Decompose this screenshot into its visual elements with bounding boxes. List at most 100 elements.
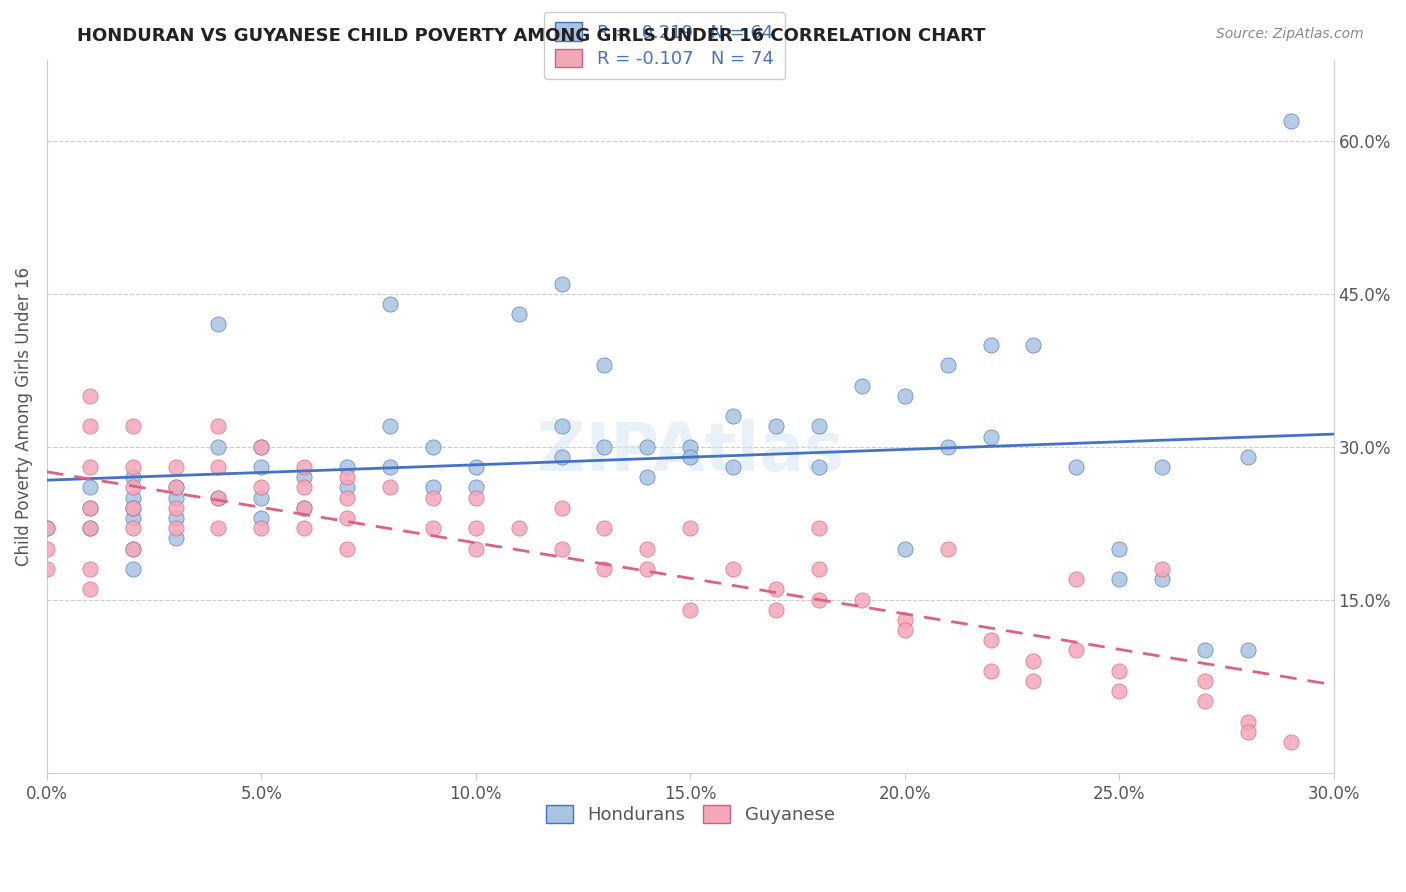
Point xyxy=(250,491,273,505)
Point xyxy=(1237,714,1260,729)
Point xyxy=(121,491,143,505)
Point xyxy=(550,450,572,464)
Point xyxy=(79,521,101,535)
Point xyxy=(593,562,616,576)
Point xyxy=(1279,735,1302,749)
Point xyxy=(765,419,787,434)
Point xyxy=(121,500,143,515)
Point xyxy=(165,521,187,535)
Point xyxy=(336,470,359,484)
Point xyxy=(679,450,702,464)
Point xyxy=(1022,674,1045,689)
Point xyxy=(79,521,101,535)
Point xyxy=(464,541,486,556)
Point xyxy=(636,440,658,454)
Point xyxy=(336,491,359,505)
Point xyxy=(378,419,401,434)
Point xyxy=(807,460,830,475)
Point xyxy=(1064,572,1087,586)
Point xyxy=(1194,674,1216,689)
Point xyxy=(1237,725,1260,739)
Point xyxy=(765,582,787,597)
Point xyxy=(593,440,616,454)
Point xyxy=(508,521,530,535)
Point xyxy=(79,582,101,597)
Point xyxy=(550,541,572,556)
Point xyxy=(336,511,359,525)
Point xyxy=(121,511,143,525)
Point xyxy=(936,541,959,556)
Text: Source: ZipAtlas.com: Source: ZipAtlas.com xyxy=(1216,27,1364,41)
Point xyxy=(121,419,143,434)
Point xyxy=(979,633,1001,648)
Point xyxy=(464,491,486,505)
Point xyxy=(851,378,873,392)
Point xyxy=(1108,664,1130,678)
Point xyxy=(1064,643,1087,657)
Point xyxy=(378,297,401,311)
Point xyxy=(422,521,444,535)
Point xyxy=(893,623,915,637)
Point xyxy=(807,562,830,576)
Point xyxy=(121,541,143,556)
Point xyxy=(250,440,273,454)
Point xyxy=(721,460,744,475)
Point xyxy=(250,481,273,495)
Point xyxy=(851,592,873,607)
Point xyxy=(807,521,830,535)
Point xyxy=(165,481,187,495)
Point xyxy=(422,481,444,495)
Text: ZIPAtlas: ZIPAtlas xyxy=(537,419,844,485)
Point xyxy=(679,440,702,454)
Point xyxy=(1152,572,1174,586)
Point xyxy=(807,419,830,434)
Point xyxy=(165,511,187,525)
Point xyxy=(979,338,1001,352)
Point xyxy=(508,307,530,321)
Point xyxy=(979,664,1001,678)
Point xyxy=(1279,113,1302,128)
Point xyxy=(336,481,359,495)
Point xyxy=(422,491,444,505)
Point xyxy=(550,277,572,291)
Point xyxy=(207,419,229,434)
Point xyxy=(807,592,830,607)
Point xyxy=(79,419,101,434)
Point xyxy=(165,491,187,505)
Y-axis label: Child Poverty Among Girls Under 16: Child Poverty Among Girls Under 16 xyxy=(15,267,32,566)
Point xyxy=(35,562,58,576)
Point xyxy=(422,440,444,454)
Point xyxy=(336,541,359,556)
Point xyxy=(165,500,187,515)
Point xyxy=(679,603,702,617)
Point xyxy=(292,481,315,495)
Point xyxy=(207,318,229,332)
Point xyxy=(35,541,58,556)
Point xyxy=(207,440,229,454)
Point xyxy=(250,521,273,535)
Point xyxy=(121,481,143,495)
Point xyxy=(464,481,486,495)
Point xyxy=(79,389,101,403)
Point xyxy=(207,491,229,505)
Point xyxy=(207,521,229,535)
Point xyxy=(79,481,101,495)
Point xyxy=(79,562,101,576)
Point xyxy=(292,521,315,535)
Point xyxy=(79,460,101,475)
Point xyxy=(165,481,187,495)
Point xyxy=(636,562,658,576)
Point xyxy=(1152,460,1174,475)
Point xyxy=(292,470,315,484)
Point xyxy=(292,460,315,475)
Point xyxy=(464,521,486,535)
Point xyxy=(464,460,486,475)
Point xyxy=(721,562,744,576)
Point xyxy=(550,500,572,515)
Point xyxy=(1064,460,1087,475)
Point xyxy=(936,358,959,372)
Point xyxy=(1108,572,1130,586)
Point xyxy=(79,500,101,515)
Point xyxy=(893,541,915,556)
Point xyxy=(250,440,273,454)
